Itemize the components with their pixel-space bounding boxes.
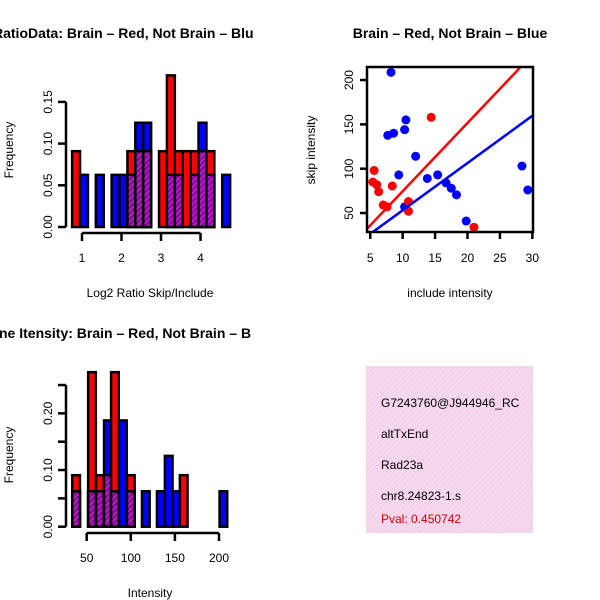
overlap-bar — [205, 173, 216, 229]
overlap-bar — [71, 490, 82, 528]
x-tick-label: 2 — [118, 251, 125, 265]
chart-title: RatioData: Brain – Red, Not Brain – Blu — [0, 25, 254, 41]
blue-point — [422, 173, 432, 183]
y-tick-label: 0.15 — [41, 90, 55, 114]
overlap-bar — [109, 490, 121, 528]
y-tick-label: 0.20 — [41, 401, 55, 425]
x-tick-label: 4 — [197, 251, 204, 265]
x-tick-label: 200 — [209, 551, 229, 565]
blue-point — [446, 183, 456, 193]
blue-fit-line — [370, 114, 533, 232]
blue-bar — [117, 419, 128, 528]
intensity-histogram: ne Itensity: Brain – Red, Not Brain – B … — [0, 325, 251, 600]
chart-title: ne Itensity: Brain – Red, Not Brain – B — [0, 325, 251, 341]
red-point — [387, 181, 397, 191]
blue-point — [389, 128, 399, 138]
red-point — [426, 112, 436, 122]
pval: Pval: 0.450742 — [381, 512, 461, 526]
y-tick-label: 0.10 — [41, 132, 55, 156]
y-tick-label: 0.05 — [41, 173, 55, 197]
plot-area — [367, 67, 533, 232]
overlap-bar — [125, 490, 136, 528]
x-tick-label: 5 — [367, 251, 374, 265]
chart-title: Brain – Red, Not Brain – Blue — [353, 25, 548, 41]
x-axis-label: include intensity — [407, 286, 492, 300]
y-axis-label: Frequency — [2, 122, 16, 179]
event-id: G7243760@J944946_RC — [381, 396, 520, 410]
y-tick-label: 0.00 — [41, 515, 55, 539]
x-tick-label: 10 — [396, 251, 410, 265]
x-tick-label: 30 — [526, 251, 540, 265]
blue-point — [451, 190, 461, 200]
blue-bar — [94, 173, 105, 229]
blue-point — [411, 151, 421, 161]
blue-bar — [140, 490, 151, 528]
y-tick-label: 0.10 — [41, 458, 55, 482]
x-tick-label: 50 — [80, 551, 94, 565]
overlap-bar — [86, 490, 98, 528]
blue-bar — [218, 490, 229, 528]
blue-bar — [78, 173, 90, 229]
red-point — [369, 165, 379, 175]
red-point — [372, 180, 382, 190]
blue-point — [386, 67, 396, 77]
y-tick-label: 150 — [342, 114, 356, 134]
red-point — [374, 187, 384, 197]
overlap-bar — [94, 490, 106, 528]
red-bar — [178, 473, 189, 528]
info-box: G7243760@J944946_RC altTxEnd Rad23a chr8… — [366, 366, 533, 533]
blue-point — [400, 125, 410, 135]
x-tick-label: 25 — [493, 251, 507, 265]
blue-point — [394, 170, 404, 180]
x-axis-label: Intensity — [128, 586, 173, 600]
blue-point — [433, 170, 443, 180]
event-type: altTxEnd — [381, 427, 428, 441]
y-tick-label: 200 — [342, 70, 356, 90]
blue-bar — [163, 454, 174, 528]
red-fit-line — [367, 67, 523, 230]
y-tick-label: 0.00 — [41, 215, 55, 239]
location: chr8.24823-1.s — [381, 489, 461, 503]
ratio-histogram: RatioData: Brain – Red, Not Brain – Blu … — [0, 25, 254, 300]
blue-bar — [155, 490, 166, 528]
blue-point — [461, 216, 471, 226]
x-tick-label: 150 — [165, 551, 185, 565]
blue-point — [401, 115, 411, 125]
y-axis-label: Frequency — [2, 427, 16, 484]
red-point — [469, 222, 479, 232]
x-tick-label: 3 — [158, 251, 165, 265]
overlap-bar — [141, 149, 153, 229]
y-tick-label: 100 — [342, 158, 356, 178]
x-tick-label: 20 — [461, 251, 475, 265]
x-tick-label: 1 — [79, 251, 86, 265]
blue-point — [517, 161, 527, 171]
gene-name: Rad23a — [381, 458, 423, 472]
plot-frame — [365, 65, 535, 234]
blue-point — [523, 185, 533, 195]
x-tick-label: 15 — [428, 251, 442, 265]
y-tick-label: 50 — [342, 206, 356, 220]
x-axis-label: Log2 Ratio Skip/Include — [87, 286, 214, 300]
intensity-scatter: Brain – Red, Not Brain – Blue include in… — [304, 25, 547, 300]
y-axis-label: skip intensity — [304, 116, 318, 185]
blue-bar — [220, 173, 232, 229]
x-tick-label: 100 — [121, 551, 141, 565]
